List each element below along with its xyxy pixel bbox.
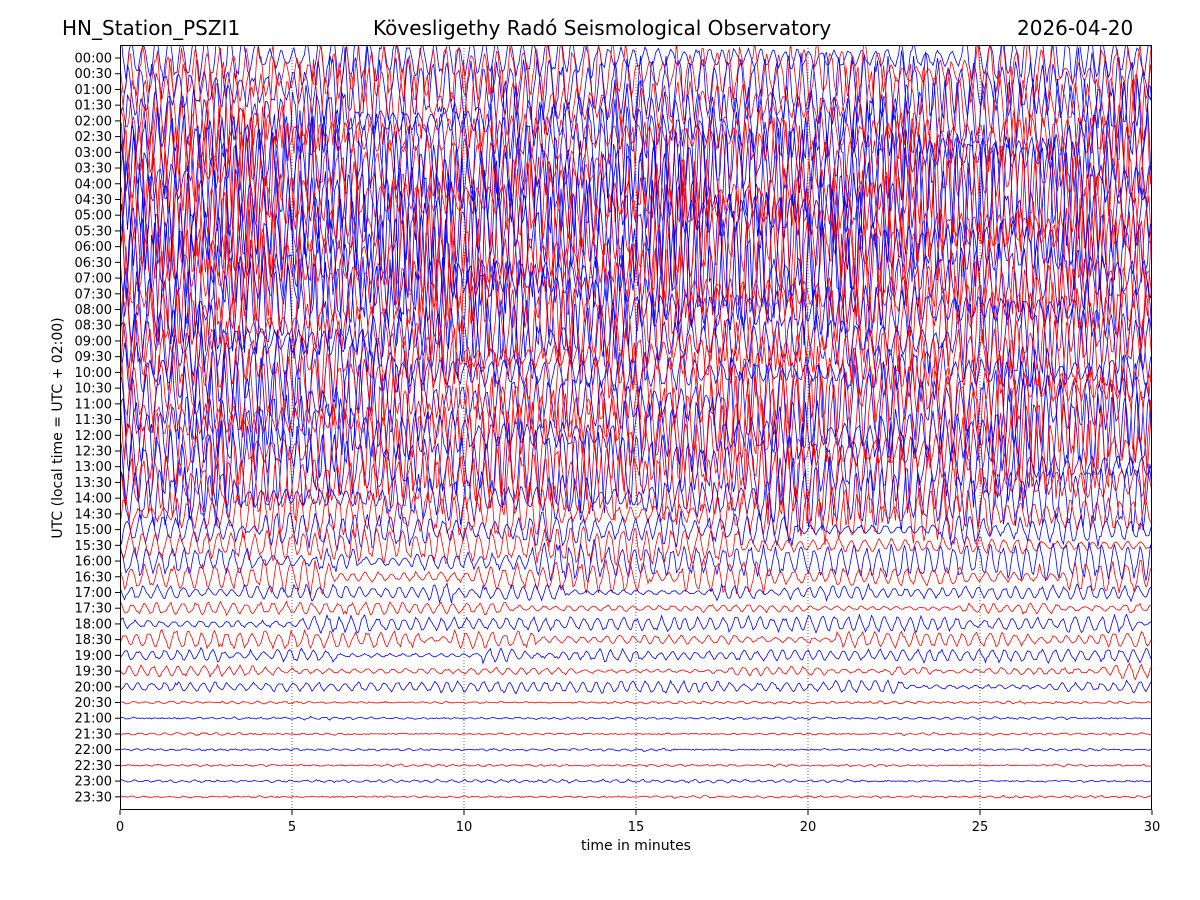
y-tick-label: 22:00 (75, 743, 112, 758)
y-axis-label: UTC (local time = UTC + 02:00) (50, 317, 66, 538)
y-tick-label: 10:30 (75, 382, 112, 397)
y-tick-label: 15:30 (75, 539, 112, 554)
trace-0900 (120, 292, 1152, 388)
y-tick-label: 19:00 (75, 649, 112, 664)
x-tick-label: 25 (972, 820, 989, 835)
y-tick-label: 09:30 (75, 350, 112, 365)
trace-2030 (120, 700, 1152, 705)
trace-0100 (120, 46, 1152, 131)
x-tick-label: 10 (456, 820, 473, 835)
x-axis: 0 5 10 15 20 25 30 (116, 810, 1160, 835)
y-tick-label: 11:30 (75, 413, 112, 428)
trace-1730 (120, 600, 1152, 617)
y-tick-label: 05:30 (75, 224, 112, 239)
y-tick-label: 04:30 (75, 193, 112, 208)
trace-2230 (120, 763, 1152, 768)
y-tick-label: 19:30 (75, 665, 112, 680)
trace-1100 (120, 351, 1152, 457)
y-tick-label: 09:00 (75, 334, 112, 349)
trace-0930 (120, 310, 1152, 399)
y-tick-label: 23:00 (75, 775, 112, 790)
trace-2300 (120, 778, 1152, 784)
y-tick-label: 03:30 (75, 162, 112, 177)
y-tick-label: 13:00 (75, 460, 112, 475)
trace-0230 (120, 79, 1152, 194)
trace-1530 (120, 525, 1152, 566)
trace-1330 (120, 441, 1152, 526)
x-tick-label: 15 (628, 820, 645, 835)
y-tick-label: 23:30 (75, 790, 112, 805)
y-tick-label: 07:00 (75, 272, 112, 287)
seismic-traces (120, 45, 1152, 799)
chart-title: Kövesligethy Radó Seismological Observat… (373, 16, 832, 40)
plot-frame (120, 45, 1152, 810)
trace-1900 (120, 646, 1152, 665)
y-axis: 00:0000:3001:0001:3002:0002:3003:0003:30… (75, 52, 120, 805)
trace-1600 (120, 539, 1152, 583)
y-tick-label: 16:00 (75, 555, 112, 570)
y-tick-label: 12:30 (75, 445, 112, 460)
trace-1400 (120, 456, 1152, 534)
y-tick-label: 08:30 (75, 319, 112, 334)
x-tick-label: 30 (1144, 820, 1161, 835)
y-tick-label: 03:00 (75, 146, 112, 161)
trace-1130 (120, 363, 1152, 474)
y-tick-label: 07:30 (75, 287, 112, 302)
y-tick-label: 20:00 (75, 680, 112, 695)
y-tick-label: 01:00 (75, 83, 112, 98)
y-tick-label: 12:00 (75, 429, 112, 444)
trace-2000 (120, 679, 1152, 695)
y-tick-label: 11:00 (75, 397, 112, 412)
trace-1800 (120, 613, 1152, 635)
y-tick-label: 15:00 (75, 523, 112, 538)
trace-1830 (120, 628, 1152, 650)
y-tick-label: 00:30 (75, 67, 112, 82)
trace-2330 (120, 794, 1152, 799)
x-tick-label: 5 (288, 820, 296, 835)
y-tick-label: 04:00 (75, 177, 112, 192)
y-tick-label: 02:00 (75, 114, 112, 129)
y-tick-label: 06:30 (75, 256, 112, 271)
trace-2130 (120, 732, 1152, 736)
y-tick-label: 21:30 (75, 727, 112, 742)
y-tick-label: 06:00 (75, 240, 112, 255)
y-tick-label: 18:00 (75, 617, 112, 632)
y-tick-label: 02:30 (75, 130, 112, 145)
y-tick-label: 13:30 (75, 476, 112, 491)
trace-2200 (120, 747, 1152, 752)
y-tick-label: 22:30 (75, 759, 112, 774)
trace-0200 (120, 64, 1152, 168)
y-tick-label: 01:30 (75, 99, 112, 114)
trace-1700 (120, 582, 1152, 604)
trace-0330 (120, 106, 1152, 230)
trace-0000 (121, 45, 1152, 85)
y-tick-label: 08:00 (75, 303, 112, 318)
y-tick-label: 17:30 (75, 602, 112, 617)
trace-2100 (120, 715, 1152, 721)
trace-1630 (120, 557, 1152, 596)
y-tick-label: 14:00 (75, 492, 112, 507)
y-tick-label: 17:00 (75, 586, 112, 601)
trace-1930 (120, 662, 1152, 681)
y-tick-label: 21:00 (75, 712, 112, 727)
y-tick-label: 10:00 (75, 366, 112, 381)
trace-0630 (120, 188, 1152, 335)
x-tick-label: 20 (800, 820, 817, 835)
y-tick-label: 16:30 (75, 570, 112, 585)
y-tick-label: 00:00 (75, 52, 112, 67)
y-tick-label: 20:30 (75, 696, 112, 711)
x-axis-label: time in minutes (581, 838, 691, 854)
trace-0030 (120, 45, 1152, 112)
date-label: 2026-04-20 (1017, 16, 1134, 40)
y-tick-label: 05:00 (75, 209, 112, 224)
trace-1500 (120, 510, 1152, 551)
y-tick-label: 14:30 (75, 507, 112, 522)
x-tick-label: 0 (116, 820, 124, 835)
y-tick-label: 18:30 (75, 633, 112, 648)
station-label: HN_Station_PSZI1 (62, 16, 241, 40)
